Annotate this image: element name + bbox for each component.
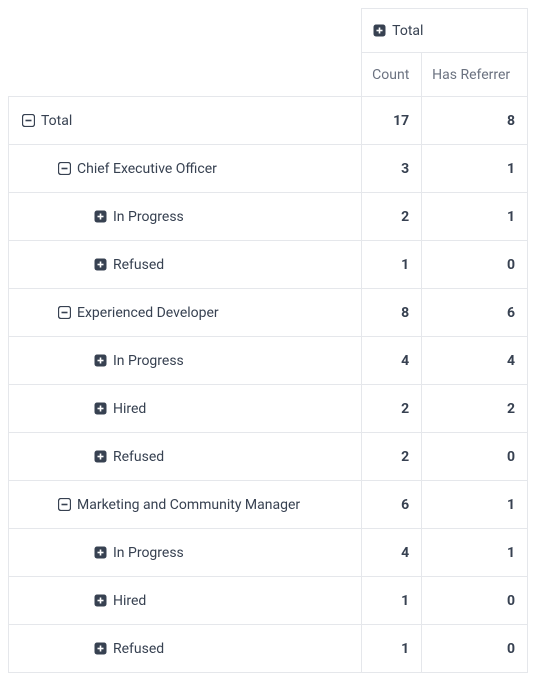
cell-count: 1: [362, 625, 422, 673]
row-label-text: Refused: [113, 257, 164, 273]
cell-referrer: 0: [422, 241, 528, 289]
expand-icon[interactable]: [93, 354, 107, 368]
table-row: Refused 10: [9, 241, 528, 289]
cell-referrer: 6: [422, 289, 528, 337]
cell-referrer: 1: [422, 193, 528, 241]
collapse-icon[interactable]: [57, 162, 71, 176]
cell-count: 17: [362, 97, 422, 145]
column-group-total[interactable]: Total: [362, 9, 528, 53]
table-row: Total 178: [9, 97, 528, 145]
expand-icon[interactable]: [93, 594, 107, 608]
row-header[interactable]: Hired: [9, 385, 362, 433]
expand-icon[interactable]: [93, 210, 107, 224]
expand-icon[interactable]: [93, 402, 107, 416]
cell-referrer: 1: [422, 145, 528, 193]
cell-count: 2: [362, 433, 422, 481]
cell-referrer: 2: [422, 385, 528, 433]
table-row: Experienced Developer 86: [9, 289, 528, 337]
row-header[interactable]: Total: [9, 97, 362, 145]
collapse-icon[interactable]: [21, 114, 35, 128]
cell-count: 6: [362, 481, 422, 529]
expand-icon[interactable]: [93, 258, 107, 272]
cell-referrer: 0: [422, 625, 528, 673]
collapse-icon[interactable]: [57, 498, 71, 512]
cell-count: 1: [362, 577, 422, 625]
expand-icon[interactable]: [93, 450, 107, 464]
cell-count: 2: [362, 193, 422, 241]
table-row: In Progress 41: [9, 529, 528, 577]
row-label-text: In Progress: [113, 209, 184, 225]
row-header[interactable]: Hired: [9, 577, 362, 625]
row-label-text: Hired: [113, 593, 146, 609]
table-row: In Progress 21: [9, 193, 528, 241]
expand-icon[interactable]: [372, 24, 386, 38]
row-label-text: Experienced Developer: [77, 305, 219, 321]
column-header-referrer[interactable]: Has Referrer: [422, 53, 528, 97]
table-row: Hired 22: [9, 385, 528, 433]
table-row: Refused 10: [9, 625, 528, 673]
cell-count: 4: [362, 337, 422, 385]
table-row: Hired 10: [9, 577, 528, 625]
row-label-text: Refused: [113, 449, 164, 465]
table-row: Refused 20: [9, 433, 528, 481]
row-label-text: Marketing and Community Manager: [77, 497, 300, 513]
cell-referrer: 1: [422, 481, 528, 529]
column-header-count[interactable]: Count: [362, 53, 422, 97]
cell-count: 1: [362, 241, 422, 289]
row-header[interactable]: In Progress: [9, 529, 362, 577]
expand-icon[interactable]: [93, 642, 107, 656]
table-row: Chief Executive Officer 31: [9, 145, 528, 193]
expand-icon[interactable]: [93, 546, 107, 560]
row-header[interactable]: Marketing and Community Manager: [9, 481, 362, 529]
row-label-text: Refused: [113, 641, 164, 657]
cell-count: 8: [362, 289, 422, 337]
table-row: In Progress 44: [9, 337, 528, 385]
row-header[interactable]: Experienced Developer: [9, 289, 362, 337]
cell-referrer: 4: [422, 337, 528, 385]
row-label-text: In Progress: [113, 353, 184, 369]
row-header[interactable]: Refused: [9, 433, 362, 481]
cell-count: 2: [362, 385, 422, 433]
row-label-text: Total: [41, 113, 72, 129]
table-row: Marketing and Community Manager 61: [9, 481, 528, 529]
row-header[interactable]: Chief Executive Officer: [9, 145, 362, 193]
cell-count: 3: [362, 145, 422, 193]
cell-referrer: 1: [422, 529, 528, 577]
pivot-table: Total Count Has Referrer Total178Chief E…: [8, 8, 528, 673]
row-label-text: Chief Executive Officer: [77, 161, 217, 177]
cell-referrer: 8: [422, 97, 528, 145]
row-header[interactable]: Refused: [9, 241, 362, 289]
column-group-label: Total: [392, 23, 423, 39]
cell-referrer: 0: [422, 577, 528, 625]
row-header[interactable]: In Progress: [9, 193, 362, 241]
cell-referrer: 0: [422, 433, 528, 481]
cell-count: 4: [362, 529, 422, 577]
row-header[interactable]: In Progress: [9, 337, 362, 385]
row-label-text: Hired: [113, 401, 146, 417]
row-label-text: In Progress: [113, 545, 184, 561]
corner-cell: [9, 9, 362, 97]
collapse-icon[interactable]: [57, 306, 71, 320]
row-header[interactable]: Refused: [9, 625, 362, 673]
